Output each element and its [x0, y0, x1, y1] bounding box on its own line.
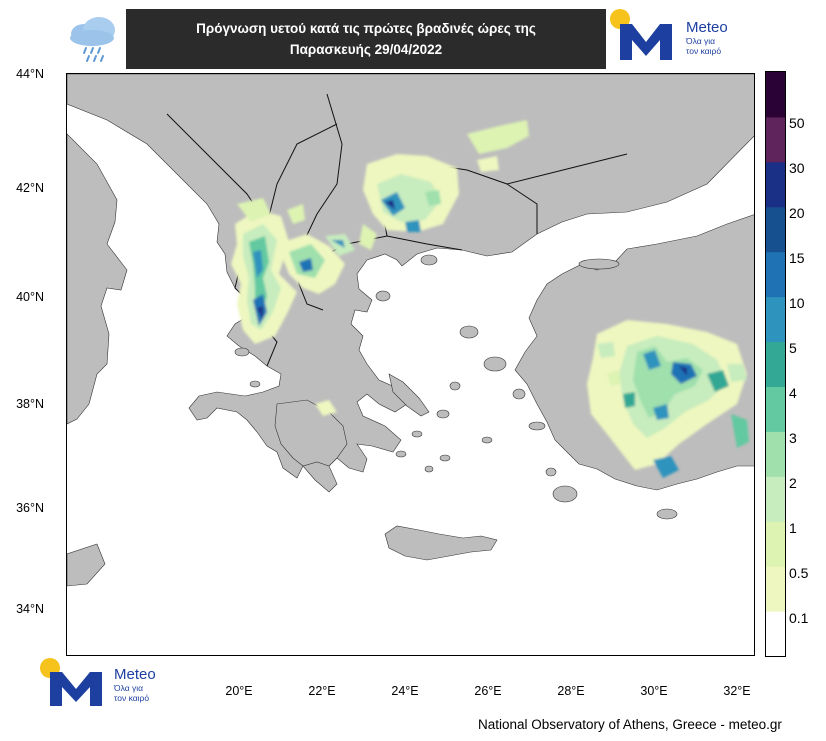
map-title: Πρόγνωση υετού κατά τις πρώτες βραδινές …	[126, 9, 606, 69]
colorbar-label: 2	[789, 475, 797, 491]
precipitation-map	[66, 73, 755, 656]
map-canvas	[67, 74, 754, 587]
lon-label-20: 20°E	[225, 684, 253, 698]
logo-tagline-1: Όλα για	[114, 682, 144, 693]
colorbar-segment	[766, 251, 785, 298]
meteo-logo-top: Meteo Όλα για τον καιρό	[608, 8, 756, 66]
colorbar-label: 50	[789, 115, 805, 131]
lat-label-40: 40°N	[16, 290, 44, 304]
logo-brand: Meteo	[114, 665, 156, 683]
meteo-logo-bottom: Meteo Όλα για τον καιρό	[38, 658, 174, 710]
meteo-m-logo-icon	[40, 658, 102, 706]
logo-tagline-2: τον καιρό	[114, 692, 150, 703]
colorbar-segment	[766, 566, 785, 612]
colorbar-segment	[766, 206, 785, 253]
colorbar-segment	[766, 116, 785, 163]
precipitation-field	[231, 120, 749, 478]
logo-brand: Meteo	[686, 18, 728, 36]
colorbar-label: 1	[789, 520, 797, 536]
source-credit: National Observatory of Athens, Greece -…	[478, 717, 782, 732]
colorbar-label: 0.1	[789, 610, 809, 626]
title-line-2: Παρασκευής 29/04/2022	[289, 42, 443, 57]
lon-label-26: 26°E	[474, 684, 502, 698]
meteo-m-logo-icon	[610, 9, 672, 60]
colorbar-segment	[766, 521, 785, 567]
lat-label-44: 44°N	[16, 67, 44, 81]
lon-label-32: 32°E	[723, 684, 751, 698]
colorbar-label: 30	[789, 160, 805, 176]
lat-label-36: 36°N	[16, 501, 44, 515]
lat-label-42: 42°N	[16, 181, 44, 195]
lon-label-24: 24°E	[391, 684, 419, 698]
colorbar-label: 0.5	[789, 565, 809, 581]
colorbar-segment	[766, 431, 785, 477]
colorbar-segment	[766, 611, 785, 657]
colorbar-label: 20	[789, 205, 805, 221]
colorbar-label: 15	[789, 250, 805, 266]
colorbar-label: 5	[789, 340, 797, 356]
lat-label-34: 34°N	[16, 602, 44, 616]
colorbar-label: 10	[789, 295, 805, 311]
logo-tagline-2: τον καιρό	[686, 45, 722, 56]
title-line-1: Πρόγνωση υετού κατά τις πρώτες βραδινές …	[196, 21, 536, 36]
lon-label-30: 30°E	[640, 684, 668, 698]
colorbar-segment	[766, 476, 785, 522]
logo-tagline-1: Όλα για	[686, 35, 716, 46]
colorbar-segment	[766, 161, 785, 208]
lon-label-22: 22°E	[308, 684, 336, 698]
precipitation-colorbar	[765, 71, 786, 657]
colorbar-segment	[766, 341, 785, 387]
rain-cloud-icon	[66, 10, 120, 66]
colorbar-label: 3	[789, 430, 797, 446]
lon-label-28: 28°E	[557, 684, 585, 698]
colorbar-label: 4	[789, 385, 797, 401]
lat-label-38: 38°N	[16, 397, 44, 411]
colorbar-segment	[766, 296, 785, 343]
colorbar-scale	[766, 72, 785, 657]
colorbar-segment	[766, 72, 785, 118]
colorbar-segment	[766, 386, 785, 432]
